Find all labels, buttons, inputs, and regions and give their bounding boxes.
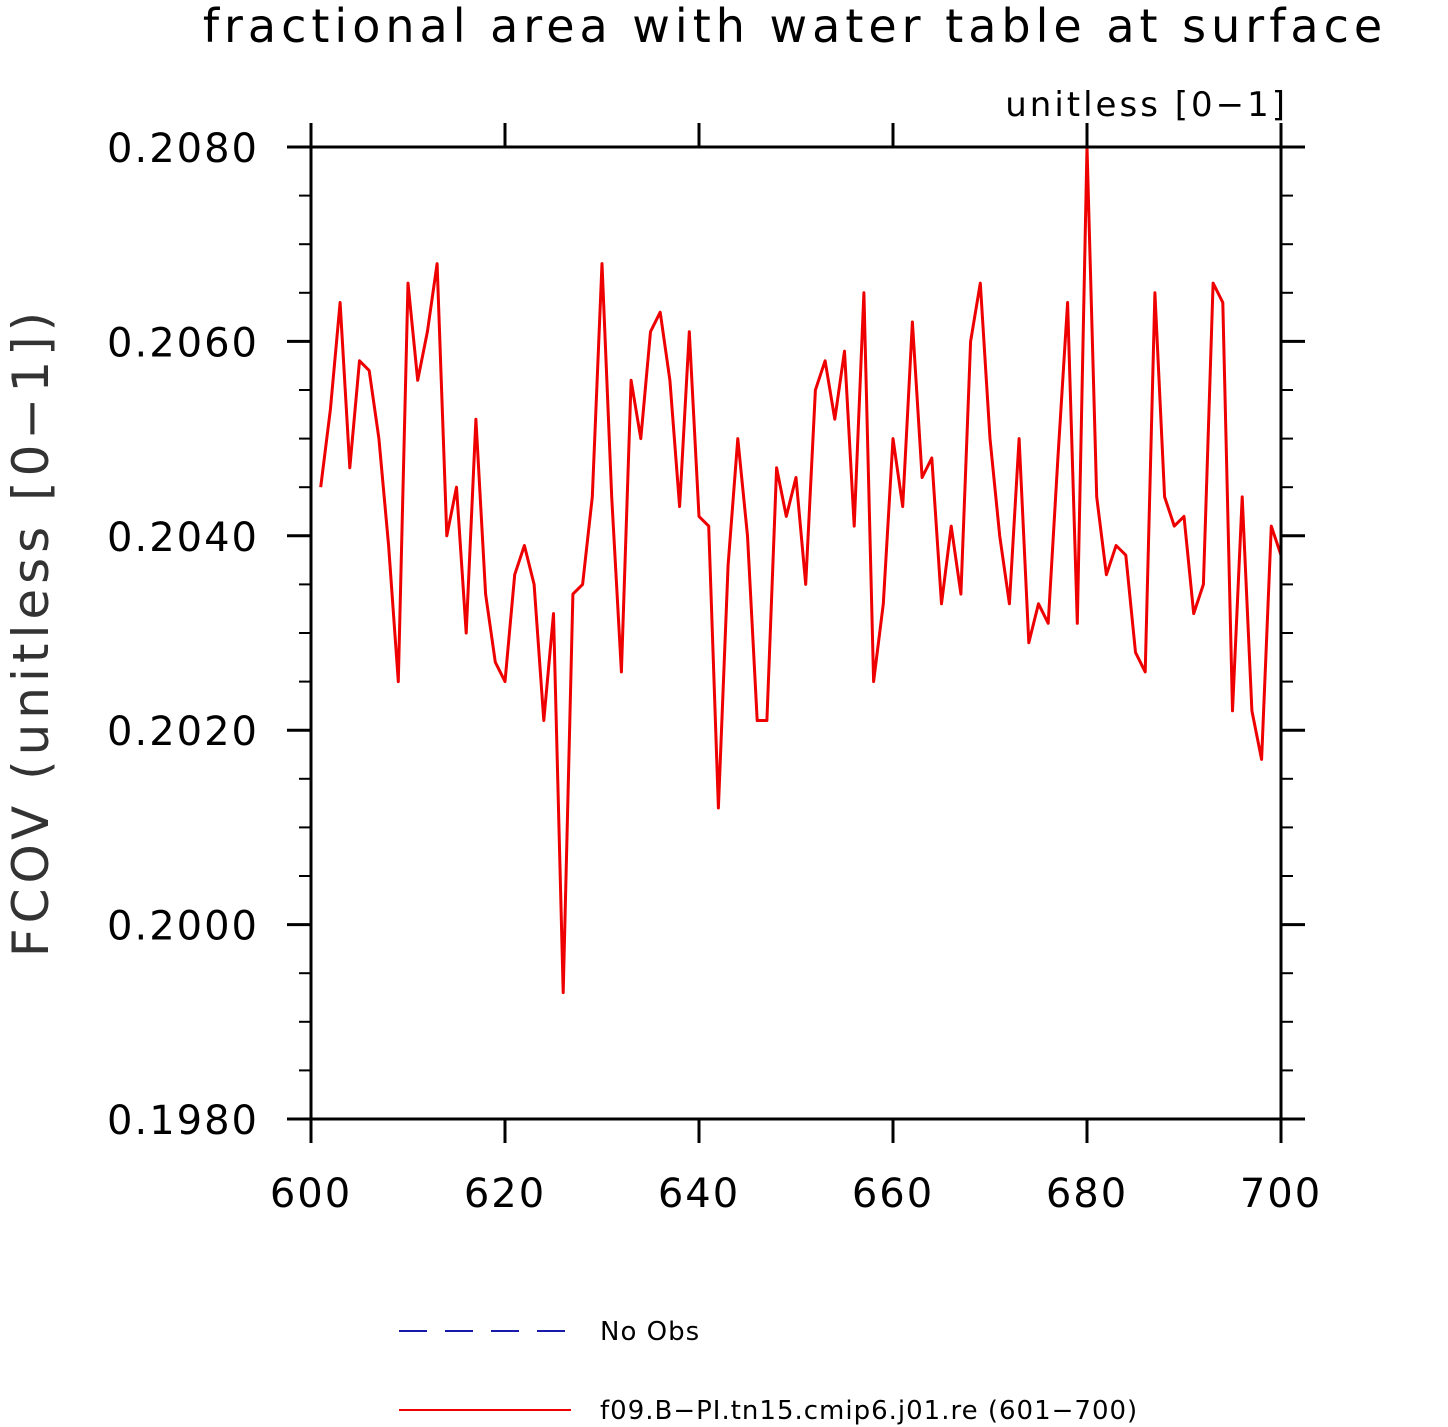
x-tick-label: 660 xyxy=(852,1171,934,1217)
x-tick-label: 700 xyxy=(1240,1171,1322,1217)
major-ticks xyxy=(287,123,1305,1143)
y-tick-label: 0.2020 xyxy=(107,709,259,755)
y-tick-label: 0.2000 xyxy=(107,904,259,950)
y-tick-label: 0.2040 xyxy=(107,515,259,561)
chart-title: fractional area with water table at surf… xyxy=(203,0,1387,53)
legend-label: f09.B−PI.tn15.cmip6.j01.re (601−700) xyxy=(600,1396,1138,1426)
y-tick-label: 0.2080 xyxy=(107,126,259,172)
legend: No Obs f09.B−PI.tn15.cmip6.j01.re (601−70… xyxy=(399,1317,1138,1426)
units-label: unitless [0−1] xyxy=(1005,85,1288,125)
y-tick-label: 0.2060 xyxy=(107,320,259,366)
minor-ticks xyxy=(299,194,1293,1072)
x-tick-label: 680 xyxy=(1046,1171,1128,1217)
plot-frame xyxy=(309,145,1283,1121)
series-layer xyxy=(319,145,1283,995)
tick-labels: 600 620 640 660 680 700 0.1980 0.2000 0.2020 0.20… xyxy=(107,126,1322,1217)
x-tick-label: 600 xyxy=(270,1171,352,1217)
legend-label: No Obs xyxy=(600,1317,700,1347)
x-tick-label: 640 xyxy=(658,1171,740,1217)
y-tick-label: 0.1980 xyxy=(107,1098,259,1144)
series-line xyxy=(319,145,1283,995)
x-tick-label: 620 xyxy=(464,1171,546,1217)
y-axis-label: FCOV (unitless [0−1]) xyxy=(2,307,60,957)
